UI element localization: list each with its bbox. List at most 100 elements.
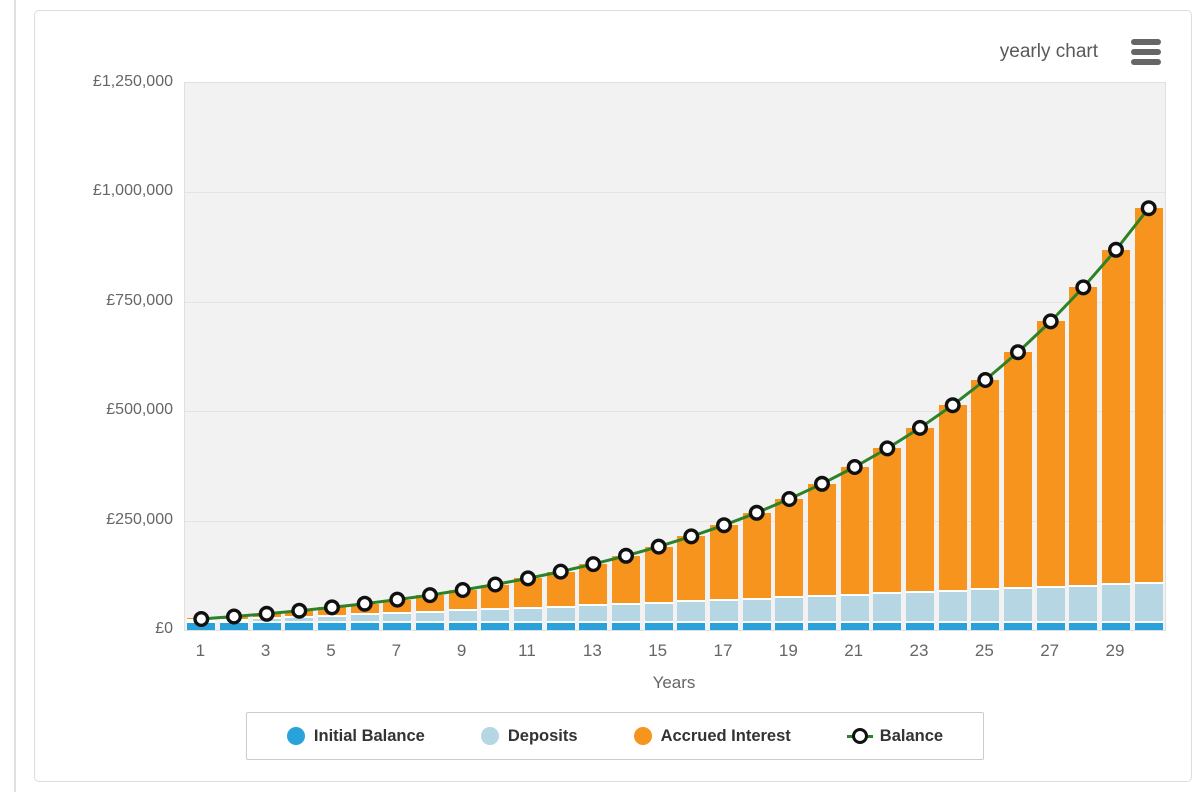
- deposits-segment[interactable]: [1003, 587, 1032, 622]
- initial-balance-segment[interactable]: [415, 621, 444, 630]
- initial-balance-segment[interactable]: [677, 621, 706, 630]
- bar-year-25[interactable]: [969, 83, 1002, 630]
- bar-year-18[interactable]: [740, 83, 773, 630]
- accrued-interest-segment[interactable]: [448, 590, 477, 610]
- initial-balance-segment[interactable]: [317, 621, 346, 630]
- accrued-interest-segment[interactable]: [873, 448, 902, 593]
- bar-year-23[interactable]: [904, 83, 937, 630]
- bar-year-27[interactable]: [1034, 83, 1067, 630]
- deposits-segment[interactable]: [546, 605, 575, 622]
- balance-marker-year-5[interactable]: [323, 599, 340, 616]
- initial-balance-segment[interactable]: [775, 621, 804, 630]
- balance-marker-year-26[interactable]: [1010, 344, 1027, 361]
- deposits-segment[interactable]: [677, 600, 706, 622]
- deposits-segment[interactable]: [971, 588, 1000, 622]
- bar-year-9[interactable]: [446, 83, 479, 630]
- balance-marker-year-7[interactable]: [389, 591, 406, 608]
- initial-balance-segment[interactable]: [1036, 621, 1065, 630]
- balance-marker-year-27[interactable]: [1042, 313, 1059, 330]
- deposits-segment[interactable]: [644, 601, 673, 622]
- bar-year-20[interactable]: [806, 83, 839, 630]
- balance-marker-year-11[interactable]: [520, 570, 537, 587]
- deposits-segment[interactable]: [415, 610, 444, 622]
- balance-marker-year-8[interactable]: [421, 587, 438, 604]
- bar-year-17[interactable]: [708, 83, 741, 630]
- deposits-segment[interactable]: [317, 614, 346, 622]
- accrued-interest-segment[interactable]: [677, 536, 706, 601]
- balance-marker-year-22[interactable]: [879, 440, 896, 457]
- deposits-segment[interactable]: [481, 608, 510, 622]
- balance-marker-year-3[interactable]: [258, 605, 275, 622]
- initial-balance-segment[interactable]: [709, 621, 738, 630]
- balance-marker-year-10[interactable]: [487, 576, 504, 593]
- deposits-segment[interactable]: [383, 612, 412, 622]
- accrued-interest-segment[interactable]: [742, 512, 771, 598]
- balance-marker-year-6[interactable]: [356, 595, 373, 612]
- legend-item-deposits[interactable]: Deposits: [480, 727, 578, 746]
- initial-balance-segment[interactable]: [1069, 621, 1098, 630]
- accrued-interest-segment[interactable]: [1069, 287, 1098, 585]
- balance-marker-year-15[interactable]: [650, 538, 667, 555]
- initial-balance-segment[interactable]: [252, 621, 281, 630]
- balance-marker-year-16[interactable]: [683, 528, 700, 545]
- deposits-segment[interactable]: [1101, 583, 1130, 622]
- initial-balance-segment[interactable]: [938, 621, 967, 630]
- deposits-segment[interactable]: [709, 598, 738, 622]
- deposits-segment[interactable]: [775, 596, 804, 622]
- bar-year-16[interactable]: [675, 83, 708, 630]
- bar-year-22[interactable]: [871, 83, 904, 630]
- balance-marker-year-2[interactable]: [226, 608, 243, 625]
- initial-balance-segment[interactable]: [481, 621, 510, 630]
- accrued-interest-segment[interactable]: [971, 380, 1000, 589]
- balance-marker-year-18[interactable]: [748, 504, 765, 521]
- balance-marker-year-24[interactable]: [944, 397, 961, 414]
- deposits-segment[interactable]: [905, 591, 934, 622]
- initial-balance-segment[interactable]: [873, 621, 902, 630]
- legend-item-balance[interactable]: Balance: [846, 727, 943, 746]
- accrued-interest-segment[interactable]: [775, 499, 804, 597]
- initial-balance-segment[interactable]: [1003, 621, 1032, 630]
- accrued-interest-segment[interactable]: [938, 405, 967, 590]
- balance-marker-year-1[interactable]: [193, 611, 210, 628]
- balance-marker-year-25[interactable]: [977, 372, 994, 389]
- balance-marker-year-23[interactable]: [912, 419, 929, 436]
- accrued-interest-segment[interactable]: [644, 546, 673, 602]
- initial-balance-segment[interactable]: [644, 621, 673, 630]
- initial-balance-segment[interactable]: [513, 621, 542, 630]
- balance-marker-year-20[interactable]: [814, 475, 831, 492]
- balance-marker-year-29[interactable]: [1108, 241, 1125, 258]
- accrued-interest-segment[interactable]: [1003, 352, 1032, 588]
- chart-menu-button[interactable]: [1131, 39, 1161, 65]
- deposits-segment[interactable]: [448, 609, 477, 622]
- bar-year-12[interactable]: [544, 83, 577, 630]
- deposits-segment[interactable]: [873, 592, 902, 622]
- balance-marker-year-13[interactable]: [585, 556, 602, 573]
- bar-year-26[interactable]: [1002, 83, 1035, 630]
- accrued-interest-segment[interactable]: [840, 467, 869, 594]
- deposits-segment[interactable]: [938, 589, 967, 622]
- initial-balance-segment[interactable]: [1134, 621, 1163, 630]
- initial-balance-segment[interactable]: [742, 621, 771, 630]
- deposits-segment[interactable]: [350, 613, 379, 622]
- balance-marker-year-12[interactable]: [552, 563, 569, 580]
- bar-year-21[interactable]: [838, 83, 871, 630]
- deposits-segment[interactable]: [513, 606, 542, 622]
- balance-marker-year-28[interactable]: [1075, 279, 1092, 296]
- accrued-interest-segment[interactable]: [905, 427, 934, 592]
- initial-balance-segment[interactable]: [383, 621, 412, 630]
- deposits-segment[interactable]: [840, 593, 869, 622]
- accrued-interest-segment[interactable]: [1101, 249, 1130, 584]
- deposits-segment[interactable]: [742, 597, 771, 622]
- bar-year-30[interactable]: [1132, 83, 1165, 630]
- deposits-segment[interactable]: [1036, 585, 1065, 622]
- initial-balance-segment[interactable]: [905, 621, 934, 630]
- bar-year-10[interactable]: [479, 83, 512, 630]
- initial-balance-segment[interactable]: [546, 621, 575, 630]
- deposits-segment[interactable]: [579, 604, 608, 622]
- initial-balance-segment[interactable]: [971, 621, 1000, 630]
- deposits-segment[interactable]: [1069, 584, 1098, 622]
- balance-marker-year-9[interactable]: [454, 582, 471, 599]
- bar-year-28[interactable]: [1067, 83, 1100, 630]
- bar-year-15[interactable]: [642, 83, 675, 630]
- deposits-segment[interactable]: [611, 602, 640, 622]
